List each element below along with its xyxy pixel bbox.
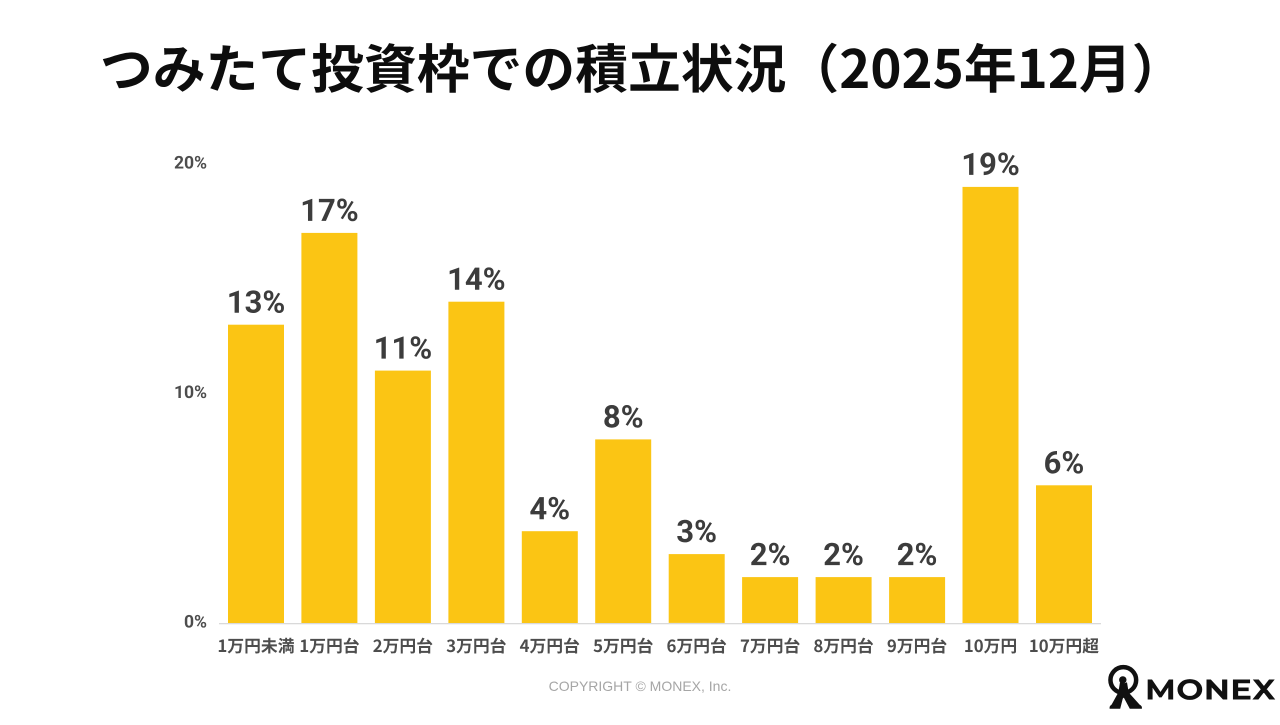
svg-text:COPYRIGHT © MONEX, Inc.: COPYRIGHT © MONEX, Inc.	[549, 678, 732, 694]
